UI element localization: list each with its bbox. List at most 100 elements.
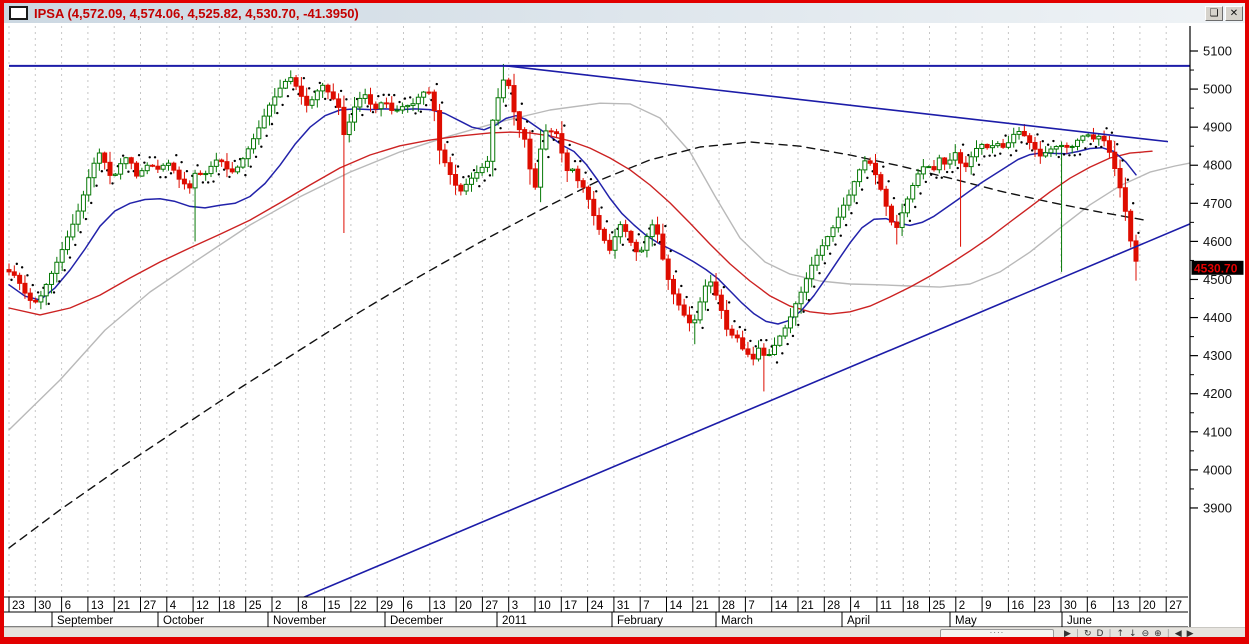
date-tick-label: 18 [222,600,235,612]
month-label: 2011 [502,615,527,627]
divider: | [1166,629,1170,639]
divider: | [1108,629,1112,639]
date-tick-label: 6 [1090,600,1096,612]
ascending-trendline[interactable] [297,223,1190,600]
date-tick-label: 6 [407,600,413,612]
date-tick-label: 10 [538,600,551,612]
date-tick-label: 21 [696,600,709,612]
date-tick-label: 17 [564,600,577,612]
date-tick-label: 16 [1011,600,1024,612]
date-tick-label: 27 [1169,600,1182,612]
ma-medium-red [8,131,1153,316]
last-price-label: 4530.70 [1194,261,1238,275]
date-tick-label: 8 [301,600,307,612]
month-label: May [955,615,977,627]
ma-200-dashed [8,141,1146,549]
date-tick-label: 7 [748,600,754,612]
date-tick-label: 25 [249,600,262,612]
date-tick-label: 23 [12,600,25,612]
month-label: February [617,615,663,627]
month-label: September [57,615,113,627]
price-tick-label: 5000 [1203,82,1232,97]
plot-lines [8,102,1190,549]
bottom-toolbar: ···· ▶ | ↻ D | ↑ ↓ ⊖ ⊕ | ◀ ▶ [4,627,1245,639]
date-tick-label: 21 [117,600,130,612]
month-label: March [721,615,753,627]
date-tick-label: 3 [512,600,518,612]
date-tick-label: 2 [959,600,965,612]
date-tick-label: 13 [1117,600,1130,612]
date-tick-label: 6 [65,600,71,612]
price-tick-label: 4200 [1203,386,1232,401]
grid-lines [8,26,1167,597]
restore-button[interactable]: ❏ [1205,5,1223,21]
descending-trendline[interactable] [505,65,1169,143]
refresh-icon[interactable]: ↻ [1083,629,1092,639]
date-tick-label: 27 [485,600,498,612]
date-tick-label: 27 [144,600,157,612]
price-tick-label: 4700 [1203,196,1232,211]
month-label: June [1067,615,1092,627]
date-axis: 23 30 6 13 21 27 4 12 18 25 2 8 15 22 29 6 13 20 27 3 10 17 24… [4,596,1188,628]
price-tick-label: 4600 [1203,234,1232,249]
price-tick-label: 4400 [1203,310,1232,325]
price-tick-label: 4900 [1203,120,1232,135]
price-tick-label: 4300 [1203,348,1232,363]
date-tick-label: 9 [985,600,991,612]
date-tick-label: 7 [643,600,649,612]
price-axis: 5100 5000 4900 4800 4700 4600 4500 4400 4300 4200… [1189,26,1232,627]
price-tick-label: 4500 [1203,272,1232,287]
pointer-icon[interactable]: ▶ [1064,629,1071,639]
date-tick-label: 12 [196,600,209,612]
date-tick-label: 24 [591,600,604,612]
close-button[interactable]: ✕ [1225,5,1243,21]
document-icon[interactable] [9,6,28,20]
date-tick-label: 31 [617,600,630,612]
date-tick-label: 21 [801,600,814,612]
date-tick-label: 20 [459,600,472,612]
zoom-in-icon[interactable]: ⊕ [1154,629,1162,639]
date-tick-label: 30 [38,600,51,612]
date-tick-label: 13 [91,600,104,612]
date-tick-label: 4 [170,600,177,612]
trendlines [9,64,1190,600]
month-label: December [390,615,443,627]
month-label: April [847,615,870,627]
prev-icon[interactable]: ◀ [1174,629,1182,639]
date-tick-label: 29 [380,600,393,612]
date-tick-label: 11 [880,600,892,612]
last-price-flag: 4530.70 [1191,260,1244,275]
arrow-up-icon[interactable]: ↑ [1116,629,1125,639]
price-tick-label: 4100 [1203,424,1232,439]
date-tick-label: 25 [933,600,946,612]
price-chart[interactable]: 5100 5000 4900 4800 4700 4600 4500 4400 4300 4200… [4,23,1245,631]
date-tick-label: 30 [1064,600,1077,612]
date-tick-label: 14 [670,600,683,612]
last-price-box [1191,260,1244,275]
date-tick-label: 4 [854,600,861,612]
date-tick-label: 18 [906,600,919,612]
date-tick-label: 22 [354,600,367,612]
date-tick-label: 15 [328,600,341,612]
arrow-down-icon[interactable]: ↓ [1129,629,1137,639]
date-tick-label: 28 [722,600,735,612]
month-label: October [163,615,204,627]
window-title: IPSA (4,572.09, 4,574.06, 4,525.82, 4,53… [34,5,359,21]
divider: | [1075,629,1079,639]
zoom-out-icon[interactable]: ⊖ [1141,629,1150,639]
next-icon[interactable]: ▶ [1186,629,1194,639]
data-window-icon[interactable]: D [1096,629,1104,639]
price-tick-label: 3900 [1203,500,1232,515]
date-tick-label: 2 [275,600,281,612]
date-tick-label: 28 [827,600,840,612]
ma-fast-blue [8,108,1137,325]
date-tick-label: 14 [775,600,788,612]
date-tick-label: 23 [1038,600,1051,612]
candles [6,63,1140,392]
price-tick-label: 5100 [1203,44,1232,59]
month-label: November [273,615,326,627]
horizontal-scrollbar-thumb[interactable]: ···· [940,629,1054,637]
title-bar[interactable]: IPSA (4,572.09, 4,574.06, 4,525.82, 4,53… [4,3,1245,23]
ma-slow-gray [8,102,1190,431]
